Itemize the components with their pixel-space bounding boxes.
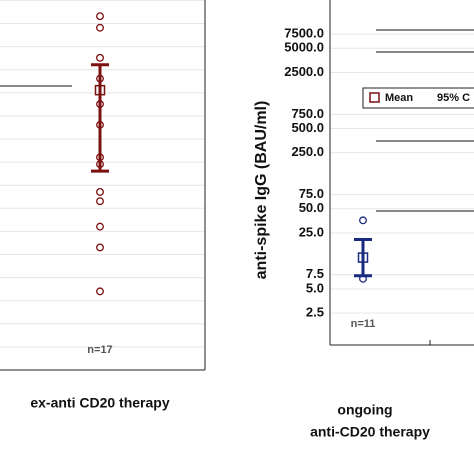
annotation: n=11: [351, 318, 376, 330]
data-point: [96, 287, 104, 296]
y-tick-label: 500.0: [291, 120, 324, 135]
data-point: [96, 243, 104, 252]
annotation: n=17: [87, 344, 112, 356]
y-tick-label: 2.5: [306, 305, 324, 320]
legend-label: Mean: [385, 92, 413, 104]
y-tick-label: 2500.0: [284, 64, 324, 79]
y-tick-label: 25.0: [299, 224, 324, 239]
y-tick-label: 5000.0: [284, 40, 324, 55]
y-tick-label: 7500.0: [284, 26, 324, 41]
x-axis-label: anti-CD20 therapy: [310, 424, 430, 440]
legend-box: [362, 87, 474, 109]
x-axis-label: ongoing: [337, 402, 392, 418]
y-tick-label: 75.0: [299, 186, 324, 201]
data-point: [96, 12, 104, 21]
legend-label: 95% C: [437, 92, 470, 104]
y-axis-label: anti-spike IgG (BAU/ml): [253, 101, 270, 280]
data-point: [96, 53, 104, 62]
y-tick-label: 50.0: [299, 200, 324, 215]
legend-swatch: [369, 92, 380, 103]
mean-marker: [357, 252, 369, 263]
data-point: [96, 187, 104, 196]
data-point: [96, 197, 104, 206]
y-tick-label: 250.0: [291, 144, 324, 159]
y-tick-label: 750.0: [291, 106, 324, 121]
data-point: [96, 222, 104, 231]
mean-marker: [94, 84, 106, 96]
data-point: [359, 216, 367, 225]
y-tick-label: 5.0: [306, 280, 324, 295]
y-tick-label: 7.5: [306, 266, 324, 281]
x-axis-label: ex-anti CD20 therapy: [30, 395, 169, 411]
data-point: [96, 23, 104, 32]
